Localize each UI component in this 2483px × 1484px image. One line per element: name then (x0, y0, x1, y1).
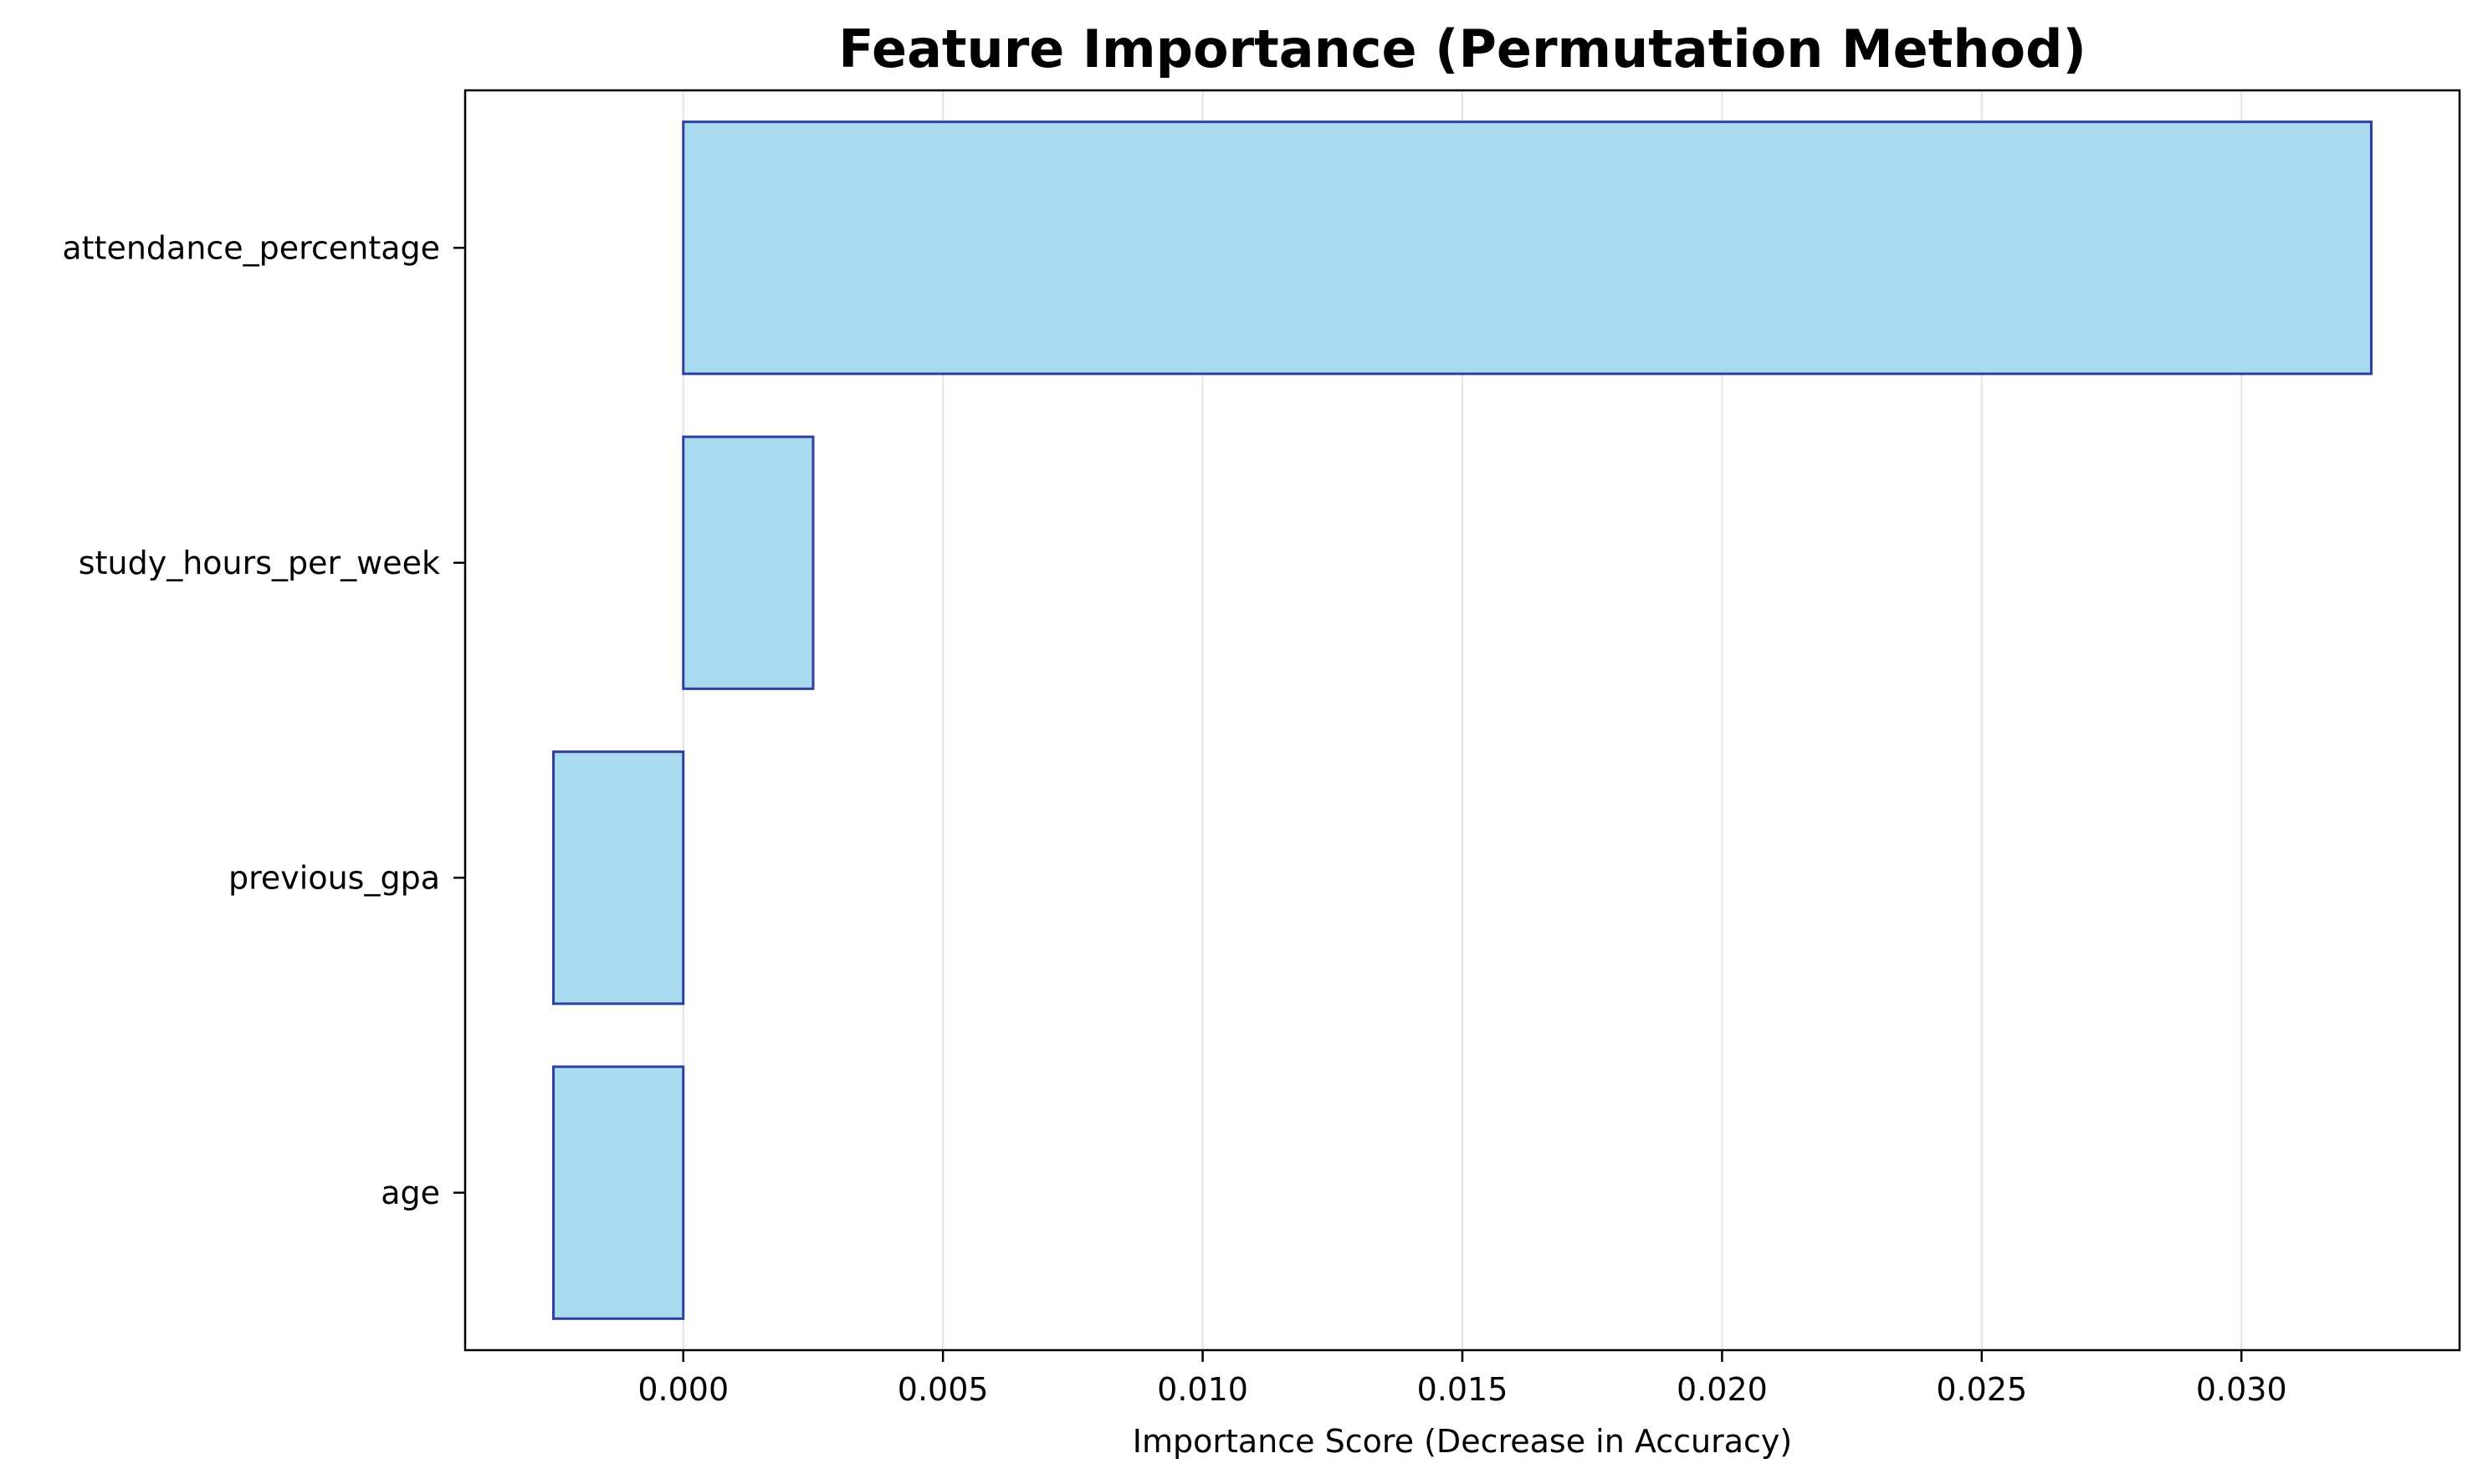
chart-title: Feature Importance (Permutation Method) (838, 18, 2086, 79)
x-tick-label: 0.020 (1677, 1371, 1768, 1408)
y-tick-label: study_hours_per_week (79, 545, 440, 581)
x-tick-label: 0.025 (1936, 1371, 2027, 1408)
x-tick-label: 0.015 (1417, 1371, 1508, 1408)
y-tick-label: attendance_percentage (62, 229, 440, 266)
x-tick-label: 0.030 (2196, 1371, 2287, 1408)
x-tick-label: 0.005 (898, 1371, 989, 1408)
bar-study-hours-per-week (682, 435, 815, 690)
bar-age (552, 1065, 685, 1320)
x-axis-label: Importance Score (Decrease in Accuracy) (1133, 1423, 1792, 1460)
bar-attendance-percentage (682, 120, 2373, 376)
x-axis-ticks: 0.000 0.005 0.010 0.015 0.020 0.025 0.030 (637, 1350, 2287, 1408)
y-tick-label: age (381, 1174, 440, 1211)
bar-previous-gpa (552, 750, 685, 1006)
bars (552, 120, 2373, 1320)
y-axis-ticks: attendance_percentage study_hours_per_wee… (62, 229, 465, 1211)
x-tick-label: 0.010 (1157, 1371, 1248, 1408)
y-tick-label: previous_gpa (228, 859, 440, 896)
x-tick-label: 0.000 (637, 1371, 729, 1408)
